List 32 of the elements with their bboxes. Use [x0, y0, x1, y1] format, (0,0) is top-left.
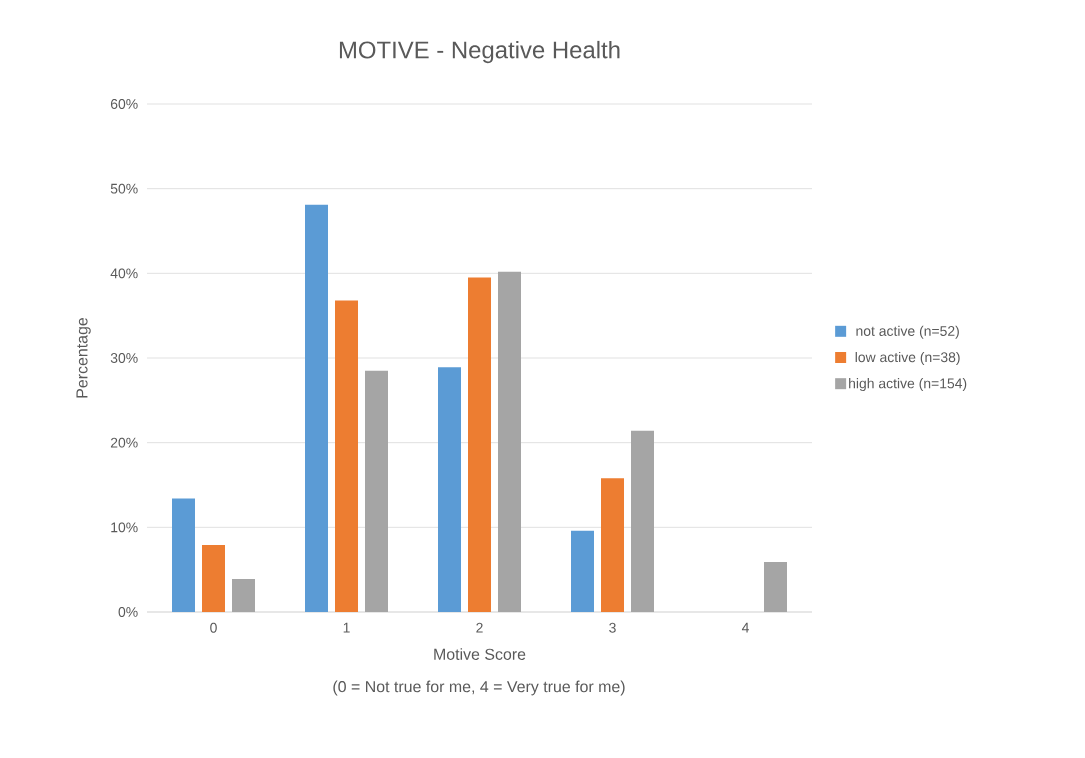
x-tick-label: 3 [609, 622, 616, 633]
y-tick-label: 10% [111, 522, 138, 533]
bar [172, 498, 195, 612]
y-axis-title: Percentage [76, 317, 91, 398]
bar [335, 300, 358, 612]
bar [601, 478, 624, 612]
bar [468, 277, 491, 612]
bar [305, 204, 328, 612]
bar [764, 562, 787, 612]
bar [571, 530, 594, 612]
text: (0 = Not true for me, 4 = Very true for me) [333, 680, 625, 696]
y-tick-label: 30% [110, 353, 138, 363]
bar [631, 430, 654, 612]
x-tick-label: 2 [476, 622, 483, 633]
bar [498, 271, 521, 612]
legend-label: high active (n=154) [849, 378, 967, 392]
y-tick-label: 50% [110, 183, 138, 194]
legend-label: not active (n=52) [856, 325, 959, 339]
bar [438, 367, 461, 612]
chart-title: MOTIVE - Negative Health [339, 40, 620, 64]
y-tick-label: 0% [118, 607, 138, 617]
x-tick-label: 0 [210, 622, 217, 633]
x-tick-label: 4 [741, 622, 749, 633]
legend-label: low active (n=38) [855, 351, 960, 365]
bar [202, 545, 225, 612]
y-tick-label: 40% [110, 268, 138, 279]
bar [365, 370, 388, 612]
x-axis-title: Motive Score [434, 648, 526, 660]
y-tick-label: 20% [110, 437, 138, 448]
bar [232, 578, 255, 612]
y-tick-label: 60% [110, 99, 138, 109]
x-tick-label: 1 [343, 622, 350, 633]
